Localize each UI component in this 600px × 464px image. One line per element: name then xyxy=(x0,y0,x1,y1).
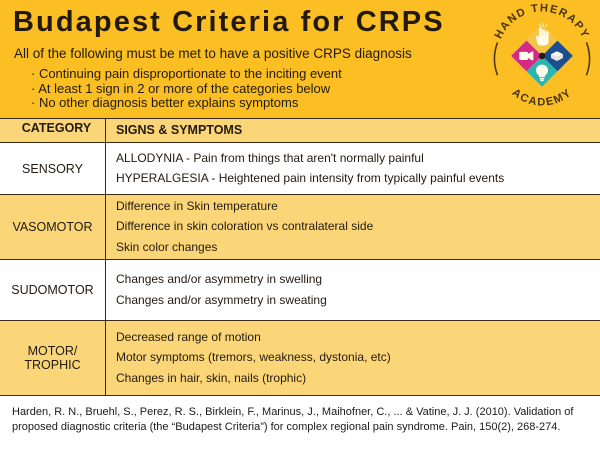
svg-text:ACADEMY: ACADEMY xyxy=(510,87,574,109)
